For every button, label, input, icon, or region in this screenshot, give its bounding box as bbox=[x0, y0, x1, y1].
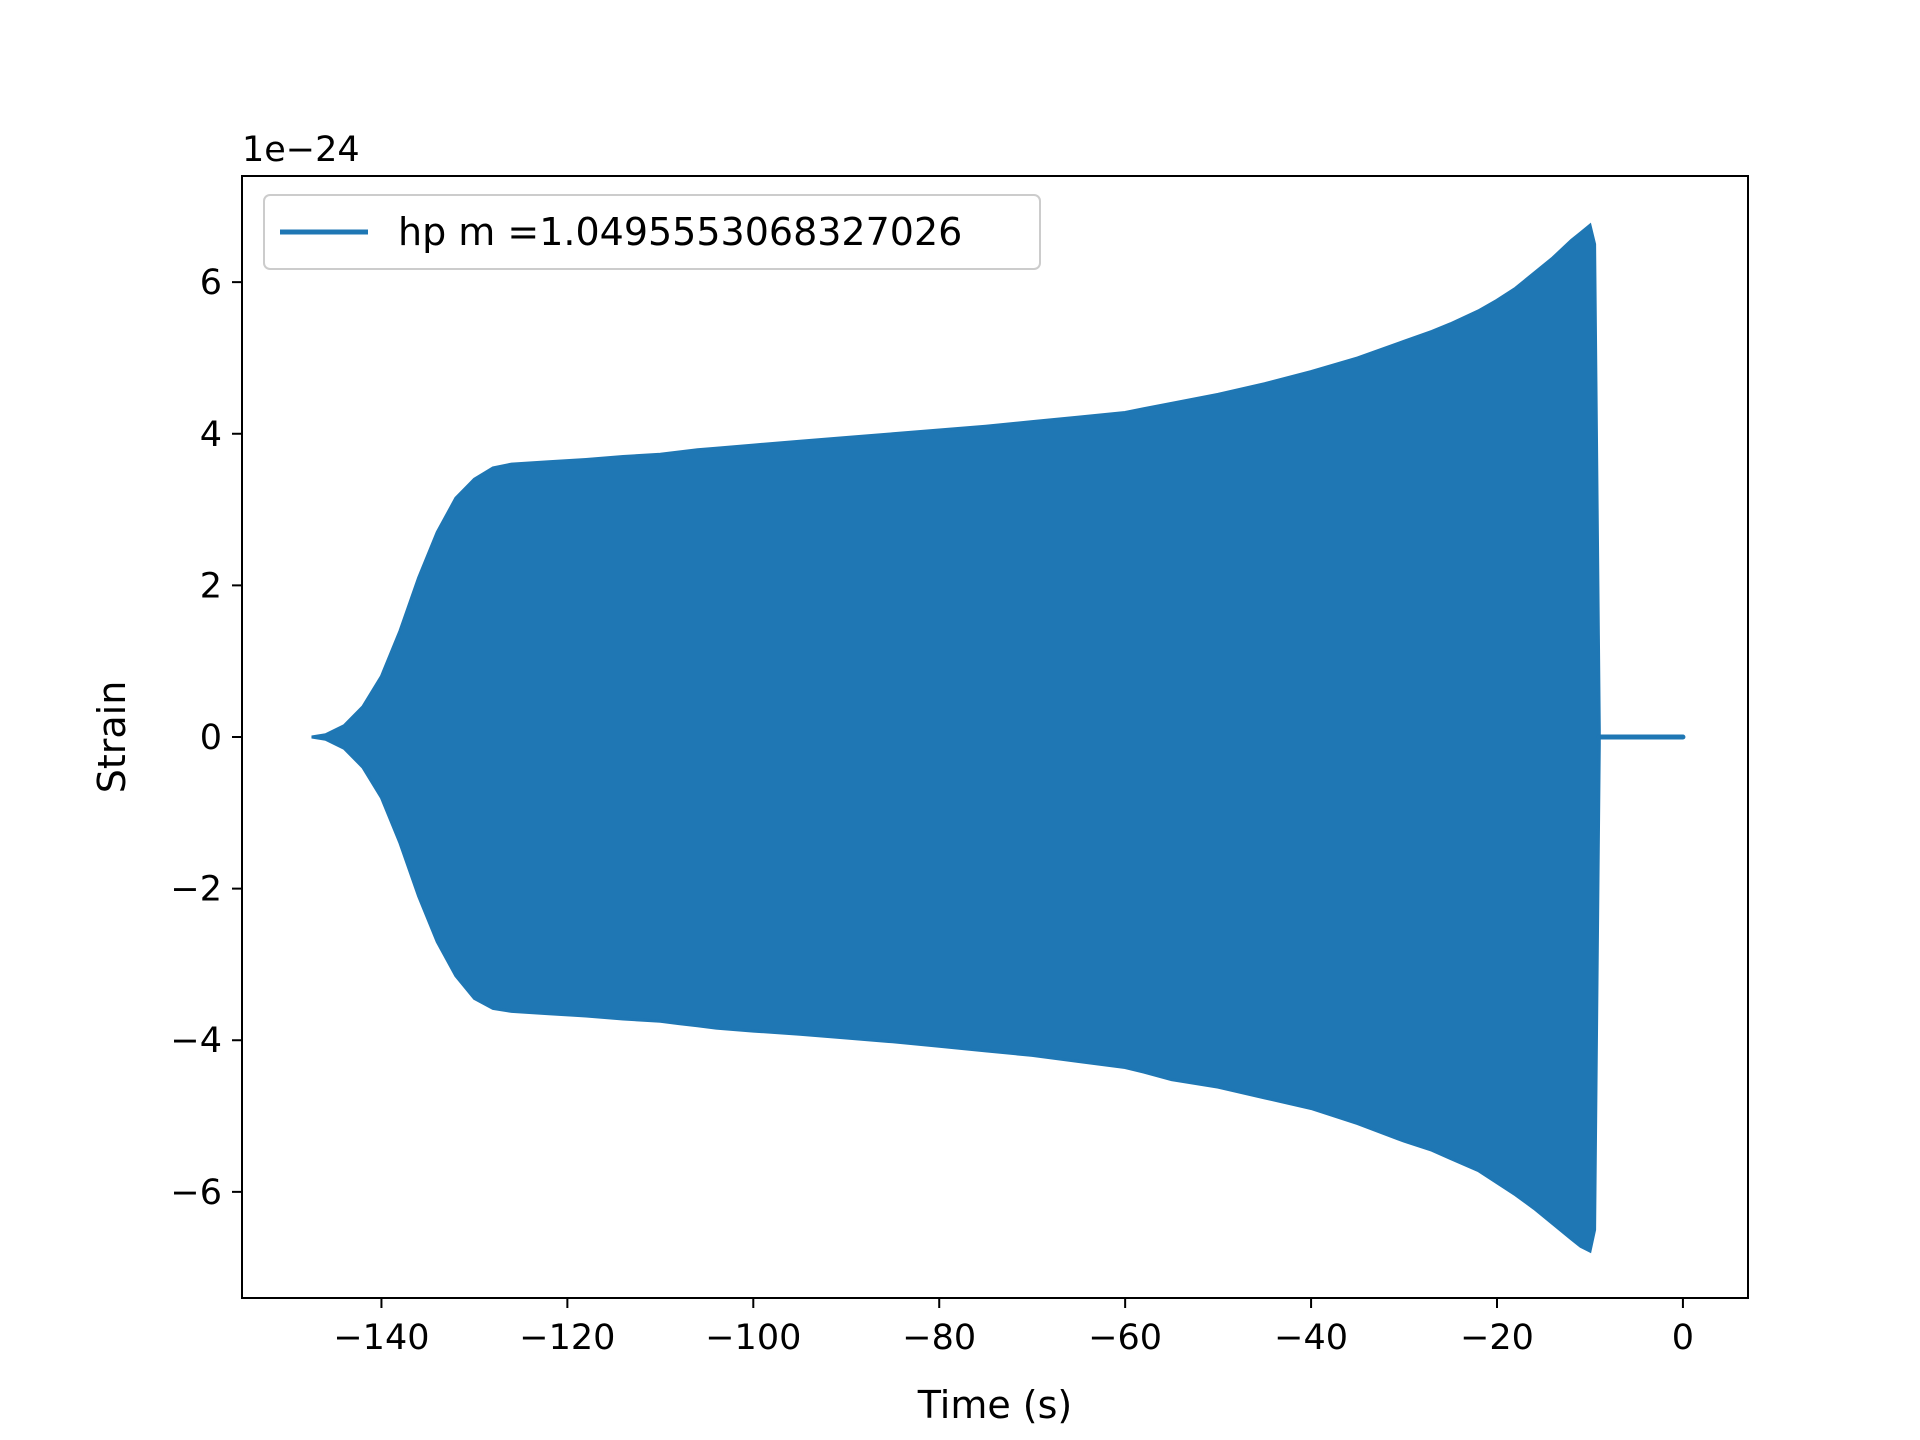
y-tick-label: 2 bbox=[200, 566, 222, 606]
x-tick-label: 0 bbox=[1672, 1318, 1694, 1358]
x-tick-label: −40 bbox=[1274, 1318, 1348, 1358]
plot-area bbox=[311, 222, 1686, 1254]
y-tick-label: −2 bbox=[170, 870, 222, 910]
y-tick-label: 4 bbox=[200, 415, 222, 455]
x-tick-label: −80 bbox=[902, 1318, 976, 1358]
x-tick-label: −60 bbox=[1088, 1318, 1162, 1358]
legend-frame bbox=[263, 194, 1041, 270]
x-tick-label: −140 bbox=[333, 1318, 429, 1358]
legend-entry-label: hp m =1.0495553068327026 bbox=[398, 210, 962, 254]
y-tick-label: −4 bbox=[170, 1021, 222, 1061]
y-tick-label: 6 bbox=[200, 263, 222, 303]
x-tick-label: −100 bbox=[705, 1318, 801, 1358]
x-tick-label: −20 bbox=[1460, 1318, 1534, 1358]
y-tick-label: 0 bbox=[200, 718, 222, 758]
x-tick-label: −120 bbox=[519, 1318, 615, 1358]
x-axis-label: Time (s) bbox=[917, 1383, 1073, 1427]
y-axis-label: Strain bbox=[90, 681, 134, 794]
legend: hp m =1.0495553068327026 bbox=[263, 194, 1041, 270]
y-tick-label: −6 bbox=[170, 1173, 222, 1213]
series-envelope bbox=[311, 222, 1601, 1254]
y-offset-label: 1e−24 bbox=[242, 130, 360, 170]
